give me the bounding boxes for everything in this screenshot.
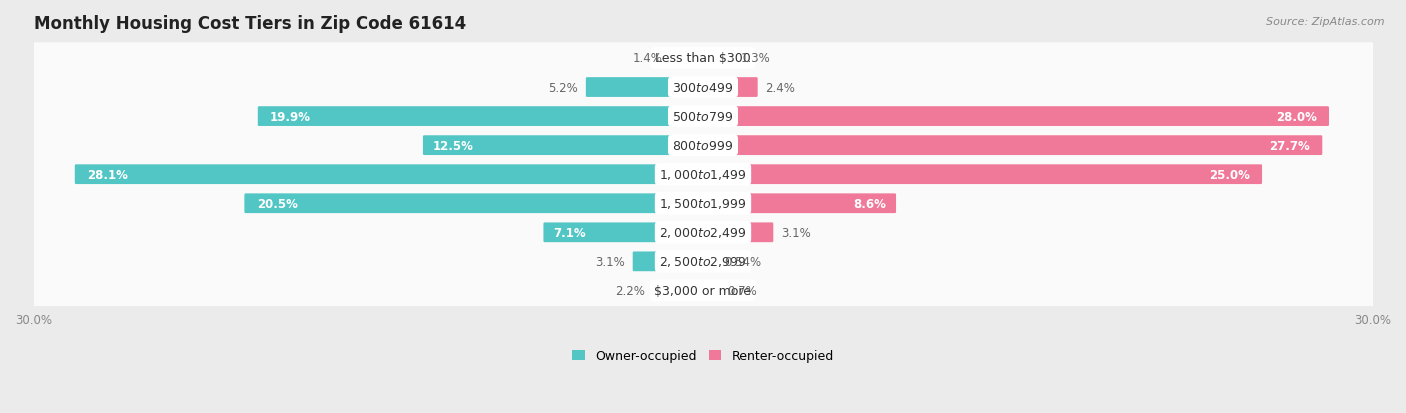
Text: Monthly Housing Cost Tiers in Zip Code 61614: Monthly Housing Cost Tiers in Zip Code 6… [34, 15, 465, 33]
FancyBboxPatch shape [671, 49, 704, 69]
FancyBboxPatch shape [24, 246, 1382, 278]
Text: 1.4%: 1.4% [633, 52, 662, 65]
FancyBboxPatch shape [702, 78, 758, 98]
Text: 5.2%: 5.2% [548, 81, 578, 94]
Text: 3.1%: 3.1% [595, 255, 624, 268]
FancyBboxPatch shape [423, 136, 704, 156]
FancyBboxPatch shape [702, 223, 773, 242]
Text: 20.5%: 20.5% [257, 197, 298, 210]
FancyBboxPatch shape [702, 165, 1263, 185]
FancyBboxPatch shape [702, 281, 720, 301]
Text: $500 to $799: $500 to $799 [672, 110, 734, 123]
Text: $3,000 or more: $3,000 or more [655, 284, 751, 297]
FancyBboxPatch shape [75, 165, 704, 185]
FancyBboxPatch shape [24, 159, 1382, 190]
Legend: Owner-occupied, Renter-occupied: Owner-occupied, Renter-occupied [572, 350, 834, 363]
Text: $800 to $999: $800 to $999 [672, 139, 734, 152]
Text: 27.7%: 27.7% [1270, 139, 1310, 152]
Text: 2.4%: 2.4% [765, 81, 796, 94]
FancyBboxPatch shape [702, 107, 1329, 127]
FancyBboxPatch shape [24, 217, 1382, 248]
FancyBboxPatch shape [24, 130, 1382, 161]
FancyBboxPatch shape [702, 252, 716, 272]
Text: 3.1%: 3.1% [782, 226, 811, 239]
Text: $1,500 to $1,999: $1,500 to $1,999 [659, 197, 747, 211]
Text: 28.0%: 28.0% [1275, 110, 1316, 123]
FancyBboxPatch shape [702, 194, 896, 214]
FancyBboxPatch shape [702, 136, 1322, 156]
Text: 0.54%: 0.54% [724, 255, 761, 268]
Text: 7.1%: 7.1% [554, 226, 586, 239]
Text: 0.7%: 0.7% [727, 284, 758, 297]
Text: $2,500 to $2,999: $2,500 to $2,999 [659, 255, 747, 269]
Text: 12.5%: 12.5% [433, 139, 474, 152]
FancyBboxPatch shape [633, 252, 704, 272]
FancyBboxPatch shape [652, 281, 704, 301]
Text: 1.3%: 1.3% [741, 52, 770, 65]
Text: $300 to $499: $300 to $499 [672, 81, 734, 94]
FancyBboxPatch shape [245, 194, 704, 214]
Text: Source: ZipAtlas.com: Source: ZipAtlas.com [1267, 17, 1385, 26]
Text: 28.1%: 28.1% [87, 168, 128, 181]
Text: Less than $300: Less than $300 [655, 52, 751, 65]
Text: $1,000 to $1,499: $1,000 to $1,499 [659, 168, 747, 182]
FancyBboxPatch shape [586, 78, 704, 98]
Text: 2.2%: 2.2% [614, 284, 645, 297]
FancyBboxPatch shape [24, 188, 1382, 219]
Text: 19.9%: 19.9% [270, 110, 311, 123]
Text: 8.6%: 8.6% [853, 197, 886, 210]
FancyBboxPatch shape [24, 275, 1382, 306]
FancyBboxPatch shape [24, 101, 1382, 133]
FancyBboxPatch shape [24, 43, 1382, 74]
FancyBboxPatch shape [257, 107, 704, 127]
FancyBboxPatch shape [24, 72, 1382, 104]
FancyBboxPatch shape [702, 49, 733, 69]
Text: $2,000 to $2,499: $2,000 to $2,499 [659, 226, 747, 240]
Text: 25.0%: 25.0% [1209, 168, 1250, 181]
FancyBboxPatch shape [544, 223, 704, 242]
